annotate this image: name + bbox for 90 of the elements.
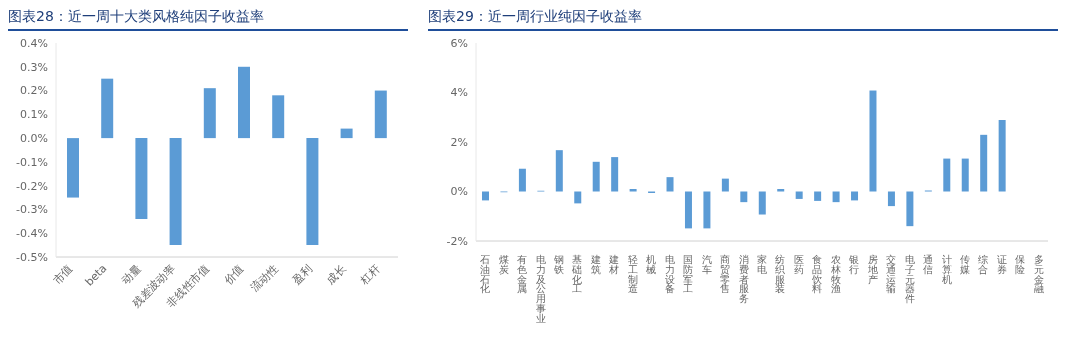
y-tick-label: 4%	[450, 86, 468, 100]
bar	[374, 90, 387, 139]
bar	[795, 191, 803, 199]
x-tick-label: 石油石化	[480, 254, 491, 295]
bar	[943, 158, 951, 192]
x-tick-label: 电力及公用事业	[535, 254, 546, 324]
x-tick-label: 食品饮料	[811, 254, 823, 295]
x-tick-label: 建材	[608, 254, 620, 275]
bar	[67, 138, 79, 198]
y-tick-label: -0.1%	[16, 155, 48, 169]
y-tick-label: 0.3%	[20, 60, 48, 74]
bar	[101, 78, 114, 139]
bar	[721, 178, 729, 192]
bar	[555, 150, 563, 192]
x-tick-label: 医药	[793, 254, 804, 275]
y-tick-label: 0.1%	[20, 108, 48, 122]
x-tick-label: 动量	[118, 261, 144, 287]
bar	[906, 191, 914, 227]
bar	[887, 191, 895, 207]
x-tick-label: 多元金融	[1033, 254, 1044, 295]
bar	[666, 177, 674, 192]
bar	[777, 189, 785, 192]
bar	[169, 138, 182, 246]
x-tick-label: 农林牧渔	[829, 254, 841, 295]
bar	[740, 191, 748, 203]
chart-title: 图表28：近一周十大类风格纯因子收益率	[8, 8, 408, 31]
x-tick-label: 机械	[646, 254, 657, 275]
x-tick-label: 价值	[220, 261, 247, 288]
x-tick-label: 交通运输	[886, 254, 897, 295]
y-tick-label: 6%	[450, 36, 468, 50]
bar	[611, 157, 619, 192]
bar	[961, 158, 969, 192]
x-tick-label: 钢铁	[553, 254, 565, 275]
bar	[814, 191, 822, 201]
bar	[980, 134, 988, 192]
x-tick-label: 房地产	[866, 254, 878, 285]
y-tick-label: -0.3%	[16, 203, 48, 217]
x-tick-label: 综合	[978, 254, 989, 275]
bar	[340, 128, 353, 139]
x-tick-label: 煤炭	[498, 254, 509, 275]
bar	[482, 191, 489, 201]
bar	[832, 191, 840, 203]
bar	[851, 191, 859, 201]
bar	[758, 191, 766, 215]
x-tick-label: 盈利	[289, 261, 315, 287]
x-tick-label: 银行	[848, 254, 860, 275]
bar	[574, 191, 582, 204]
x-tick-label: 基础化工	[571, 254, 583, 295]
x-tick-label: 有色金属	[517, 254, 528, 295]
bar	[272, 95, 285, 139]
y-tick-label: -0.2%	[16, 179, 48, 193]
bar	[629, 189, 637, 192]
x-tick-label: 计算机	[941, 254, 952, 285]
x-tick-label: 电子元器件	[904, 254, 915, 305]
bar	[869, 90, 877, 192]
y-tick-label: 0.2%	[20, 84, 48, 98]
bar	[703, 191, 711, 229]
chart-title: 图表29：近一周行业纯因子收益率	[428, 8, 1058, 31]
bar	[684, 191, 692, 229]
x-tick-label: 杠杆	[357, 261, 384, 288]
x-tick-label: 汽车	[701, 254, 712, 275]
x-tick-label: 国防军工	[683, 254, 694, 295]
bar	[998, 119, 1006, 192]
bar	[306, 138, 319, 246]
x-tick-label: 轻工制造	[627, 254, 638, 295]
x-tick-label: 市值	[50, 261, 76, 287]
bar	[238, 66, 250, 139]
y-tick-label: -0.5%	[16, 250, 48, 264]
bar	[518, 168, 526, 192]
bar	[592, 161, 600, 192]
x-tick-label: 建筑	[589, 254, 601, 275]
y-tick-label: 0%	[450, 185, 468, 199]
x-tick-label: 成长	[324, 261, 349, 287]
x-tick-label: 纺织服装	[775, 254, 786, 295]
y-tick-label: 0.0%	[20, 132, 48, 146]
bar	[203, 88, 216, 139]
x-tick-label: 电力设备	[664, 254, 675, 295]
x-tick-label: 传媒	[959, 254, 970, 275]
y-tick-label: 0.4%	[20, 36, 48, 50]
x-tick-label: 家电	[757, 254, 767, 275]
x-tick-label: 商贸零售	[720, 254, 731, 295]
x-tick-label: 保险	[1015, 254, 1026, 275]
x-tick-label: 消费者服务	[738, 254, 749, 305]
y-tick-label: -2%	[446, 234, 468, 248]
bar	[135, 138, 148, 219]
y-tick-label: 2%	[450, 135, 468, 149]
x-tick-label: 证券	[996, 254, 1007, 275]
y-tick-label: -0.4%	[16, 227, 48, 241]
x-tick-label: 流动性	[247, 261, 281, 295]
x-tick-label: 通信	[923, 254, 934, 275]
